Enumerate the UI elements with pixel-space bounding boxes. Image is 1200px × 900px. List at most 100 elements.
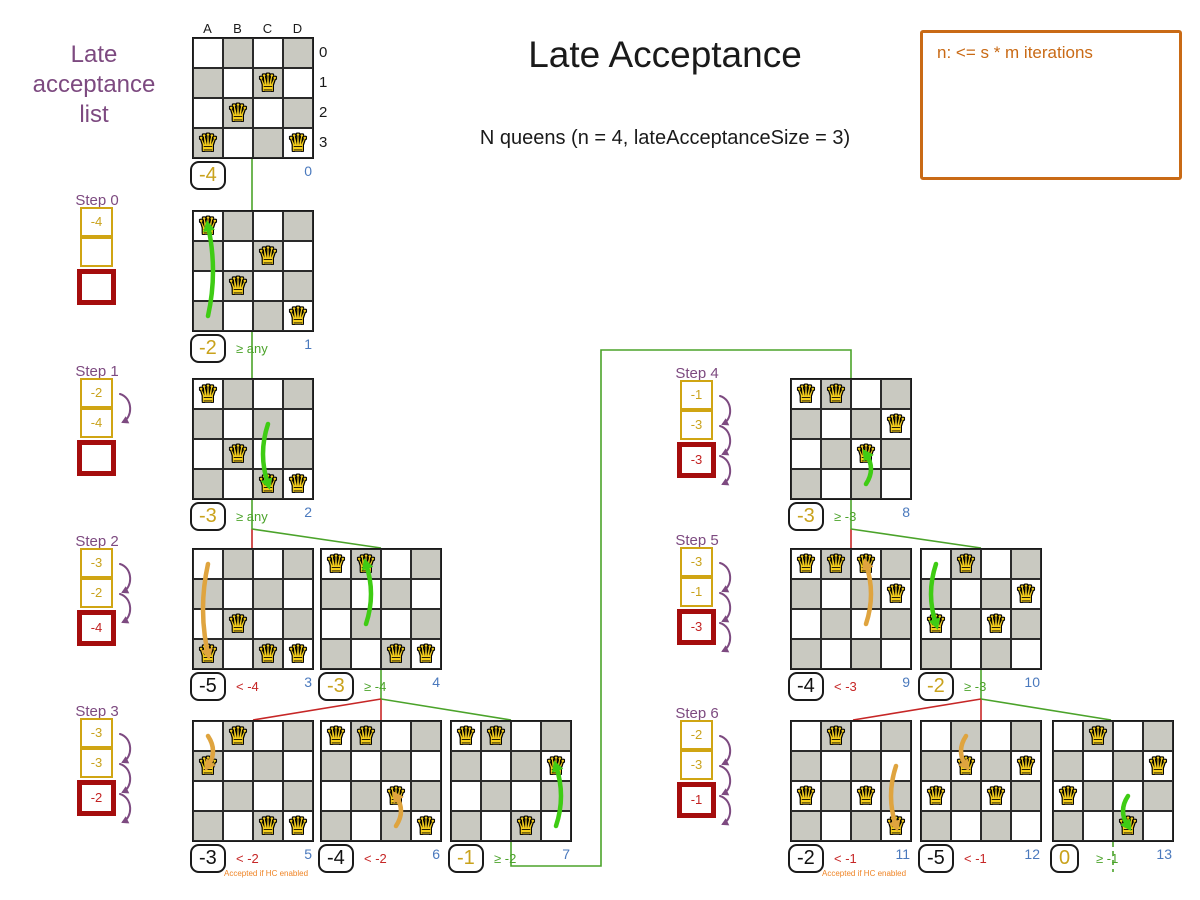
acceptance-condition: ≥ any (236, 509, 268, 524)
queen-icon: ♛ (227, 722, 249, 750)
acceptance-condition: < -2 (364, 851, 387, 866)
board-cell-A2: ♛ (921, 609, 951, 639)
board-cell-C0 (851, 721, 881, 751)
board-cell-B0: ♛ (351, 549, 381, 579)
board-cell-C2: ♛ (981, 609, 1011, 639)
row-header: 2 (319, 104, 328, 121)
chess-board-iteration-8: ♛ ♛ ♛ ♛ (790, 378, 912, 500)
queen-icon: ♛ (227, 272, 249, 300)
board-cell-C2 (381, 609, 411, 639)
board-cell-C3: ♛ (1113, 811, 1143, 841)
board-cell-A0 (921, 549, 951, 579)
board-cell-B2 (1083, 781, 1113, 811)
board-cell-D2 (881, 439, 911, 469)
queen-icon: ♛ (287, 640, 309, 668)
rotate-arrow-icon (719, 735, 732, 766)
score-badge: -4 (318, 844, 354, 873)
board-cell-A2 (321, 781, 351, 811)
board-cell-B3 (1083, 811, 1113, 841)
board-cell-C1 (981, 751, 1011, 781)
board-cell-B2 (481, 781, 511, 811)
board-cell-A2 (193, 609, 223, 639)
board-cell-B1 (223, 751, 253, 781)
queen-icon: ♛ (197, 380, 219, 408)
board-cell-D1: ♛ (1011, 751, 1041, 781)
board-cell-A2: ♛ (791, 781, 821, 811)
queen-icon: ♛ (197, 212, 219, 240)
board-cell-B0: ♛ (951, 549, 981, 579)
acceptance-condition: < -1 (964, 851, 987, 866)
queen-icon: ♛ (257, 69, 279, 97)
board-cell-C3: ♛ (253, 469, 283, 499)
board-cell-A1 (193, 68, 223, 98)
score-badge: -5 (190, 672, 226, 701)
board-cell-A0 (193, 38, 223, 68)
board-cell-C0 (1113, 721, 1143, 751)
board-cell-A3 (321, 811, 351, 841)
queen-icon: ♛ (227, 99, 249, 127)
step-label: Step 4 (675, 365, 719, 382)
hc-note: Accepted if HC enabled (224, 869, 309, 878)
board-cell-B3 (223, 301, 253, 331)
board-cell-B2 (951, 609, 981, 639)
board-cell-D3: ♛ (411, 811, 441, 841)
queen-icon: ♛ (257, 640, 279, 668)
board-cell-D1: ♛ (1011, 579, 1041, 609)
board-cell-A3: ♛ (193, 639, 223, 669)
board-cell-D1 (881, 751, 911, 781)
board-cell-B1 (481, 751, 511, 781)
queen-icon: ♛ (257, 812, 279, 840)
board-cell-C3 (851, 639, 881, 669)
acceptance-condition: ≥ -4 (364, 679, 387, 694)
queen-icon: ♛ (855, 782, 877, 810)
step-label: Step 2 (75, 533, 119, 550)
column-header: C (262, 21, 274, 36)
late-list-cell: -3 (680, 410, 713, 440)
connector-line (510, 349, 852, 867)
board-cell-B1 (351, 751, 381, 781)
queen-icon: ♛ (227, 610, 249, 638)
rotate-arrow-icon (119, 733, 132, 764)
board-cell-B3 (351, 811, 381, 841)
iteration-number: 2 (304, 504, 312, 520)
board-cell-C3 (253, 128, 283, 158)
board-cell-A0: ♛ (791, 379, 821, 409)
queen-icon: ♛ (955, 550, 977, 578)
board-cell-A2 (321, 609, 351, 639)
queen-icon: ♛ (795, 550, 817, 578)
board-cell-C1 (981, 579, 1011, 609)
board-cell-C1: ♛ (253, 241, 283, 271)
board-cell-D1: ♛ (881, 579, 911, 609)
board-cell-A0: ♛ (791, 549, 821, 579)
board-cell-B1 (821, 579, 851, 609)
queen-icon: ♛ (885, 812, 907, 840)
board-cell-C1 (511, 751, 541, 781)
board-cell-D0 (283, 379, 313, 409)
page-title: Late Acceptance (528, 34, 802, 75)
iteration-number: 7 (562, 846, 570, 862)
board-cell-D3 (1143, 811, 1173, 841)
board-cell-A2 (451, 781, 481, 811)
queen-icon: ♛ (795, 782, 817, 810)
rotate-arrow-icon (119, 763, 132, 794)
acceptance-condition: < -3 (834, 679, 857, 694)
queen-icon: ♛ (825, 550, 847, 578)
iteration-number: 4 (432, 674, 440, 690)
board-cell-B0: ♛ (821, 721, 851, 751)
acceptance-condition: ≥ -3 (964, 679, 987, 694)
board-cell-A1 (791, 751, 821, 781)
rotate-arrow-icon (719, 425, 732, 456)
chess-board-iteration-0: ♛ ♛ ♛ ♛ (192, 37, 314, 159)
diagram-subtitle: N queens (n = 4, lateAcceptanceSize = 3) (479, 127, 851, 149)
board-cell-C1 (851, 751, 881, 781)
board-cell-B3 (223, 469, 253, 499)
board-cell-B3 (821, 639, 851, 669)
board-cell-C0 (253, 38, 283, 68)
late-list-current-cell (77, 269, 116, 305)
board-cell-A1 (451, 751, 481, 781)
score-badge: -1 (448, 844, 484, 873)
iteration-number: 3 (304, 674, 312, 690)
connector-line (251, 528, 382, 549)
queen-icon: ♛ (985, 782, 1007, 810)
